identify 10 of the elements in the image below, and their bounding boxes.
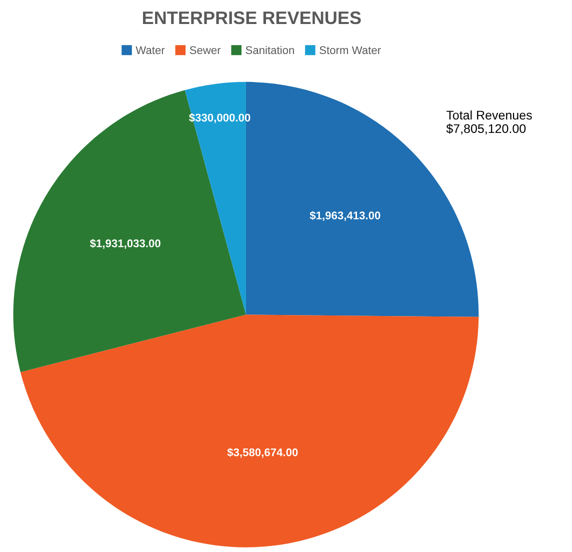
text: Total Revenues $7,805,120.00: [446, 110, 532, 135]
legend-label: Water: [136, 46, 165, 54]
data-label: $1,931,033.00: [90, 238, 160, 249]
chart-title: ENTERPRISE REVENUES: [143, 11, 361, 24]
pie-slice: [20, 314, 479, 548]
legend-label: Sanitation: [246, 46, 294, 54]
data-label: $3,580,674.00: [227, 448, 298, 458]
data-label: $1,963,413.00: [310, 211, 380, 221]
legend-label: Storm Water: [320, 46, 381, 54]
legend-label: Sewer: [190, 46, 221, 54]
